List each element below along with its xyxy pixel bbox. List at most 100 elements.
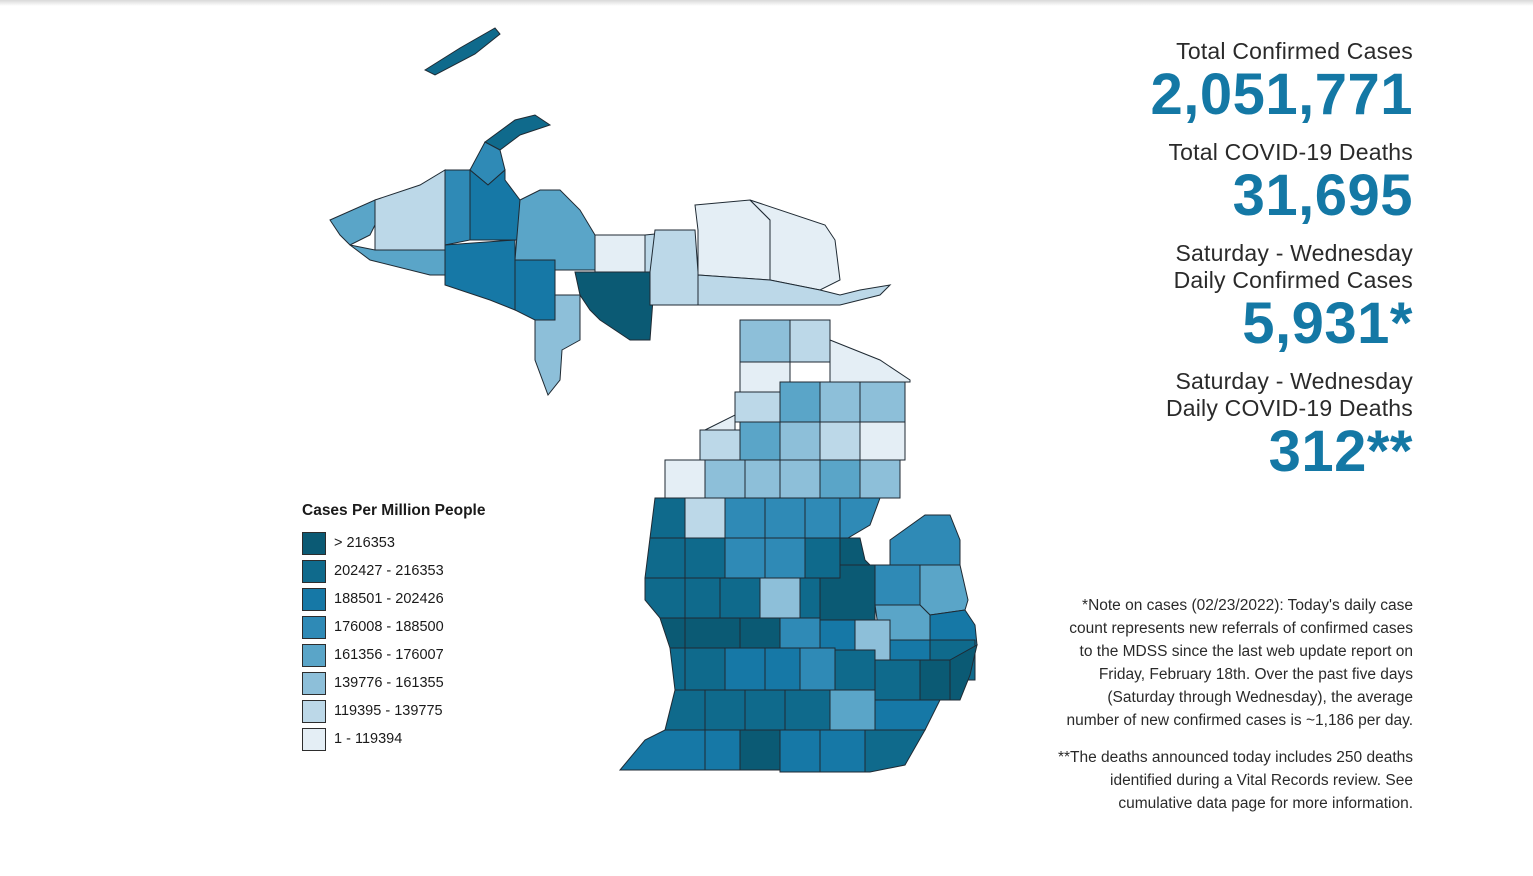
county[interactable] bbox=[764, 497, 806, 539]
map-svg bbox=[329, 27, 978, 773]
county[interactable] bbox=[804, 497, 841, 539]
county[interactable] bbox=[804, 537, 841, 579]
legend-swatch bbox=[302, 559, 326, 583]
county[interactable] bbox=[759, 577, 801, 619]
county[interactable] bbox=[594, 234, 646, 273]
county[interactable] bbox=[864, 729, 926, 773]
county[interactable] bbox=[829, 339, 911, 383]
legend-label: 176008 - 188500 bbox=[334, 619, 444, 635]
county[interactable] bbox=[514, 259, 556, 321]
county[interactable] bbox=[684, 537, 726, 579]
county[interactable] bbox=[649, 497, 686, 539]
county[interactable] bbox=[739, 617, 781, 649]
county[interactable] bbox=[724, 497, 766, 539]
county[interactable] bbox=[949, 644, 978, 701]
county[interactable] bbox=[819, 729, 866, 773]
county[interactable] bbox=[484, 114, 552, 151]
county[interactable] bbox=[739, 729, 781, 771]
county[interactable] bbox=[349, 244, 446, 276]
county[interactable] bbox=[919, 564, 969, 616]
county[interactable] bbox=[644, 537, 686, 579]
county[interactable] bbox=[744, 459, 781, 499]
county[interactable] bbox=[784, 689, 831, 731]
legend-label: 1 - 119394 bbox=[334, 731, 403, 747]
michigan-county-map[interactable] bbox=[300, 20, 1000, 790]
stat-label: Saturday - Wednesday Daily COVID-19 Deat… bbox=[1165, 368, 1413, 421]
stat-total-cases: Total Confirmed Cases 2,051,771 bbox=[993, 38, 1413, 125]
county[interactable] bbox=[684, 617, 741, 649]
legend-item: > 216353 bbox=[302, 529, 542, 557]
county[interactable] bbox=[699, 429, 741, 461]
isle-royale[interactable] bbox=[423, 27, 501, 76]
legend-swatch bbox=[302, 615, 326, 639]
county[interactable] bbox=[644, 577, 686, 619]
legend-swatch bbox=[302, 587, 326, 611]
notes-panel: *Note on cases (02/23/2022): Today's dai… bbox=[1053, 594, 1413, 829]
county[interactable] bbox=[734, 391, 781, 423]
county[interactable] bbox=[829, 689, 876, 731]
county[interactable] bbox=[618, 729, 706, 771]
stat-daily-deaths: Saturday - Wednesday Daily COVID-19 Deat… bbox=[993, 368, 1413, 482]
county[interactable] bbox=[684, 647, 726, 691]
county[interactable] bbox=[779, 459, 821, 499]
county[interactable] bbox=[819, 421, 861, 461]
county[interactable] bbox=[779, 381, 821, 423]
county[interactable] bbox=[444, 169, 471, 246]
county[interactable] bbox=[869, 564, 921, 606]
county[interactable] bbox=[764, 537, 806, 579]
county[interactable] bbox=[779, 421, 821, 461]
county[interactable] bbox=[659, 617, 686, 649]
legend-item: 139776 - 161355 bbox=[302, 669, 542, 697]
county[interactable] bbox=[859, 459, 901, 499]
county[interactable] bbox=[684, 577, 721, 619]
county[interactable] bbox=[739, 319, 791, 363]
county[interactable] bbox=[329, 199, 376, 246]
stat-value: 31,695 bbox=[1232, 163, 1413, 228]
county[interactable] bbox=[789, 319, 831, 363]
county[interactable] bbox=[444, 239, 516, 311]
county[interactable] bbox=[859, 421, 906, 461]
county[interactable] bbox=[684, 497, 726, 539]
county[interactable] bbox=[779, 729, 821, 773]
county[interactable] bbox=[764, 647, 801, 691]
county[interactable] bbox=[514, 189, 596, 271]
legend-item: 188501 - 202426 bbox=[302, 585, 542, 613]
legend-label: 188501 - 202426 bbox=[334, 591, 444, 607]
county[interactable] bbox=[819, 459, 861, 499]
stat-label: Saturday - Wednesday Daily Confirmed Cas… bbox=[1173, 240, 1413, 293]
cases-note: *Note on cases (02/23/2022): Today's dai… bbox=[1066, 597, 1414, 729]
county[interactable] bbox=[919, 659, 951, 701]
county[interactable] bbox=[819, 381, 861, 423]
county[interactable] bbox=[799, 647, 836, 691]
legend-item: 1 - 119394 bbox=[302, 725, 542, 753]
county[interactable] bbox=[469, 168, 521, 241]
county[interactable] bbox=[724, 537, 766, 579]
county[interactable] bbox=[889, 514, 961, 566]
county[interactable] bbox=[724, 647, 766, 691]
county[interactable] bbox=[574, 271, 656, 341]
county[interactable] bbox=[694, 199, 771, 281]
county[interactable] bbox=[534, 294, 581, 397]
county[interactable] bbox=[669, 647, 686, 691]
county[interactable] bbox=[799, 577, 821, 619]
legend-swatch bbox=[302, 643, 326, 667]
county[interactable] bbox=[744, 689, 786, 731]
county[interactable] bbox=[749, 199, 841, 291]
county[interactable] bbox=[649, 229, 699, 306]
county[interactable] bbox=[704, 459, 746, 499]
county[interactable] bbox=[664, 459, 706, 499]
county[interactable] bbox=[859, 381, 906, 423]
county[interactable] bbox=[719, 577, 761, 619]
county[interactable] bbox=[874, 699, 941, 731]
county[interactable] bbox=[779, 617, 821, 649]
county[interactable] bbox=[664, 689, 706, 731]
county[interactable] bbox=[839, 497, 881, 539]
county[interactable] bbox=[704, 729, 741, 771]
county[interactable] bbox=[834, 649, 876, 691]
county[interactable] bbox=[819, 619, 856, 651]
county[interactable] bbox=[874, 659, 921, 701]
county[interactable] bbox=[374, 169, 446, 251]
county[interactable] bbox=[704, 689, 746, 731]
county[interactable] bbox=[697, 274, 892, 306]
county[interactable] bbox=[739, 421, 781, 461]
